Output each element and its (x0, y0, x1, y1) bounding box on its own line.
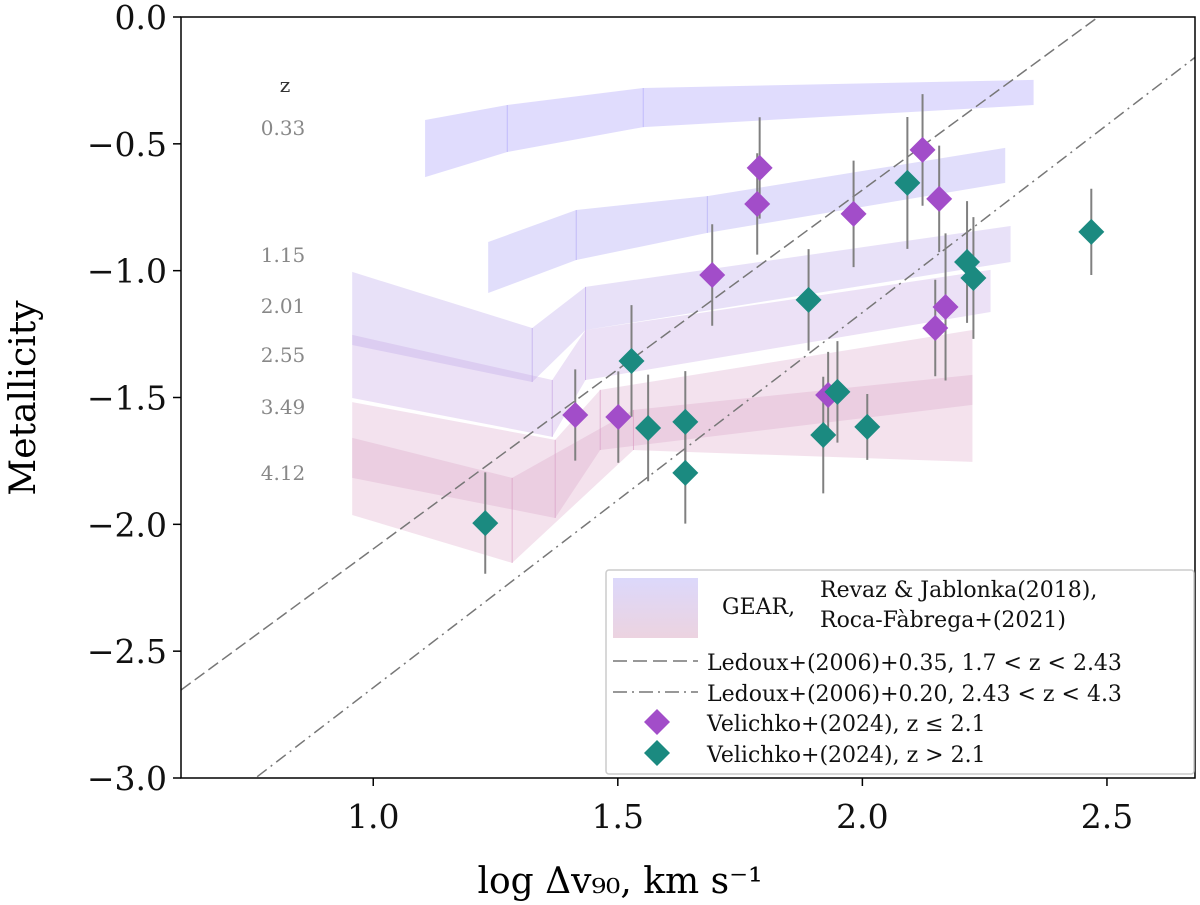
z-label: 0.33 (261, 116, 306, 140)
teal-diamond-point (960, 265, 987, 292)
y-tick-label: −2.5 (87, 632, 167, 671)
x-tick-label: 1.0 (347, 797, 399, 836)
legend-dashed-label: Ledoux+(2006)+0.35, 1.7 < z < 2.43 (707, 651, 1122, 676)
teal-diamond-point (1078, 218, 1105, 245)
teal-diamond-point (854, 413, 881, 440)
purple-diamond-point (746, 154, 773, 181)
purple-diamond-point (840, 200, 867, 227)
z-label: 2.01 (261, 294, 306, 318)
y-axis-label: Metallicity (3, 300, 44, 496)
purple-diamond-point (605, 404, 632, 431)
x-axis-label: log Δv₉₀, km s⁻¹ (477, 861, 762, 902)
legend-gear-swatch (613, 578, 698, 638)
gear-band-z-0.33 (425, 79, 1034, 178)
gear-band-z-1.15 (488, 147, 1006, 293)
y-tick-label: 0.0 (115, 0, 167, 37)
z-header: z (280, 73, 291, 97)
purple-diamond-point (562, 402, 589, 429)
z-label: 2.55 (261, 343, 306, 367)
x-tick-label: 1.5 (592, 797, 644, 836)
legend: GEAR, Revaz & Jablonka(2018), Roca-Fàbre… (605, 569, 1195, 775)
legend-purple-diamond-icon (644, 709, 670, 735)
ledoux-lines (181, 17, 1195, 778)
z-label: 3.49 (261, 395, 306, 419)
teal-diamond-point (894, 169, 921, 196)
legend-teal-diamond-icon (644, 740, 670, 766)
z-label: 4.12 (261, 461, 306, 485)
teal-diamond-point (672, 459, 699, 486)
x-tick-label: 2.0 (836, 797, 888, 836)
y-tick-label: −3.0 (87, 759, 167, 798)
legend-gear-label: GEAR, (722, 595, 795, 620)
teal-diamond-point (824, 378, 851, 405)
purple-diamond-point (922, 314, 949, 341)
purple-diamond-point (744, 190, 771, 217)
purple-diamond-point (932, 293, 959, 320)
z-labels: z 0.33 1.15 2.01 2.55 3.49 4.12 (261, 73, 306, 485)
gear-bands (352, 79, 1034, 563)
x-tick-label: 2.5 (1081, 797, 1133, 836)
legend-purple-label: Velichko+(2024), z ≤ 2.1 (706, 712, 986, 737)
gear-band-z-2.01 (352, 226, 1011, 383)
gear-band-z-3.49 (352, 330, 973, 518)
purple-diamond-point (909, 136, 936, 163)
y-tick-label: −1.5 (87, 379, 167, 418)
gear-band-z-4.12 (352, 374, 973, 563)
purple-diamond-point (926, 185, 953, 212)
purple-diamond-point (699, 261, 726, 288)
gear-band-z-2.55 (352, 269, 991, 437)
legend-gear-ref2: Roca-Fàbrega+(2021) (820, 608, 1066, 633)
legend-dashdot-label: Ledoux+(2006)+0.20, 2.43 < z < 4.3 (707, 682, 1122, 707)
legend-teal-label: Velichko+(2024), z > 2.1 (706, 743, 986, 768)
y-tick-label: −2.0 (87, 505, 167, 544)
y-tick-label: −1.0 (87, 252, 167, 291)
data-points (472, 94, 1105, 574)
teal-diamond-point (672, 408, 699, 435)
ledoux-line-dashed (181, 17, 1100, 691)
teal-diamond-point (472, 510, 499, 537)
z-label: 1.15 (261, 243, 306, 267)
axes: 1.0 1.5 2.0 2.5 0.0 −0.5 −1.0 −1.5 −2.0 −2.5 −3.0 (87, 0, 1133, 836)
teal-diamond-point (618, 347, 645, 374)
teal-diamond-point (795, 286, 822, 313)
legend-box (605, 569, 1195, 775)
teal-diamond-point (635, 414, 662, 441)
legend-gear-ref1: Revaz & Jablonka(2018), (820, 578, 1097, 603)
ledoux-line-dashdot (254, 56, 1195, 778)
y-tick-label: −0.5 (87, 125, 167, 164)
teal-diamond-point (810, 422, 837, 449)
